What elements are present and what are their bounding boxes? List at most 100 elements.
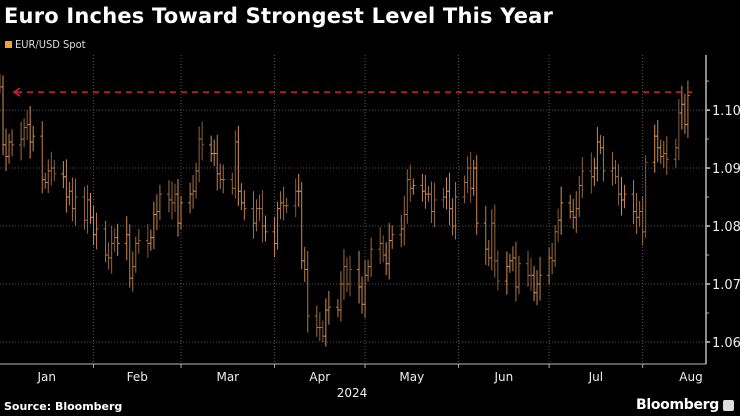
ohlc-bar bbox=[453, 181, 458, 240]
ohlc-bar bbox=[574, 191, 579, 233]
ohlc-bar bbox=[260, 190, 265, 243]
x-tick-label: Jan bbox=[37, 370, 57, 384]
ohlc-bar bbox=[338, 271, 343, 322]
ohlc-bar bbox=[10, 129, 15, 157]
ohlc-bar bbox=[43, 172, 48, 189]
ohlc-bar bbox=[432, 182, 437, 228]
x-tick-label: Aug bbox=[679, 370, 702, 384]
ohlc-bar bbox=[0, 74, 2, 94]
ohlc-bar bbox=[194, 162, 199, 199]
x-tick-label: Feb bbox=[127, 370, 148, 384]
ohlc-bar bbox=[556, 208, 561, 243]
ohlc-bar bbox=[420, 173, 425, 202]
ohlc-bar bbox=[550, 242, 555, 275]
ohlc-bar bbox=[254, 199, 259, 232]
ohlc-bar bbox=[532, 266, 537, 302]
ohlc-bar bbox=[31, 125, 36, 152]
ohlc-bar bbox=[577, 176, 582, 217]
ohlc-bar bbox=[133, 236, 138, 273]
ohlc-bar bbox=[610, 151, 615, 186]
ohlc-bar bbox=[239, 183, 244, 211]
y-tick-label: 1.09 bbox=[712, 162, 740, 177]
ohlc-bar bbox=[19, 121, 24, 161]
x-tick-label: Apr bbox=[309, 370, 330, 384]
legend: EUR/USD Spot bbox=[5, 38, 86, 51]
x-tick-label: May bbox=[399, 370, 424, 384]
ohlc-bar bbox=[471, 159, 476, 196]
ohlc-bar bbox=[154, 194, 159, 231]
ohlc-bar bbox=[67, 181, 72, 206]
ohlc-bar bbox=[169, 181, 174, 220]
ohlc-bar bbox=[61, 161, 66, 189]
legend-label: EUR/USD Spot bbox=[15, 38, 86, 51]
source-note: Source: Bloomberg bbox=[4, 400, 123, 413]
ohlc-bar bbox=[293, 178, 298, 218]
ohlc-bar bbox=[326, 290, 331, 325]
ohlc-bar bbox=[22, 118, 27, 148]
ohlc-bar bbox=[510, 246, 515, 272]
ohlc-bar bbox=[516, 255, 521, 295]
ohlc-bar bbox=[124, 216, 129, 261]
ohlc-bar bbox=[335, 299, 340, 318]
legend-swatch bbox=[5, 41, 12, 48]
ohlc-bar bbox=[197, 126, 202, 183]
ohlc-bar bbox=[387, 223, 392, 280]
ohlc-bar bbox=[7, 133, 12, 164]
ohlc-bar bbox=[91, 205, 96, 246]
ohlc-bar bbox=[323, 298, 328, 347]
ohlc-bar bbox=[682, 93, 687, 134]
ohlc-bar bbox=[233, 130, 238, 199]
ohlc-bar bbox=[281, 186, 286, 221]
ohlc-bar bbox=[145, 224, 150, 259]
ohlc-bar bbox=[157, 184, 162, 220]
ohlc-bar bbox=[492, 204, 497, 278]
ohlc-bar bbox=[601, 136, 606, 182]
ohlc-bar bbox=[571, 198, 576, 229]
ohlc-bar bbox=[673, 138, 678, 168]
ohlc-bar bbox=[94, 212, 99, 250]
ohlc-bar bbox=[112, 228, 117, 252]
ohlc-bar bbox=[381, 235, 386, 263]
ohlc-bar bbox=[513, 241, 518, 302]
ohlc-bar bbox=[598, 135, 603, 155]
ohlc-bar bbox=[136, 228, 141, 254]
ohlc-bar bbox=[525, 250, 530, 287]
ohlc-bar bbox=[423, 175, 428, 209]
ohlc-bar bbox=[643, 155, 648, 239]
ohlc-bar bbox=[344, 257, 349, 293]
ohlc-bar bbox=[191, 175, 196, 209]
ohlc-bar bbox=[103, 220, 108, 263]
ohlc-bar bbox=[634, 192, 639, 235]
ohlc-bar bbox=[486, 239, 491, 267]
ohlc-bar bbox=[366, 259, 371, 282]
bloomberg-logo: Bloomberg bbox=[636, 397, 734, 413]
ohlc-bar bbox=[429, 181, 434, 224]
ohlc-bar bbox=[73, 178, 78, 226]
ohlc-bar bbox=[106, 242, 111, 270]
ohlc-bar bbox=[384, 242, 389, 276]
ohlc-bar bbox=[115, 223, 120, 256]
ohlc-bar bbox=[378, 227, 383, 264]
chart-title: Euro Inches Toward Strongest Level This … bbox=[4, 4, 554, 28]
bloomberg-chart-icon bbox=[723, 399, 734, 411]
ohlc-bar bbox=[589, 152, 594, 194]
ohlc-bar bbox=[676, 99, 681, 161]
ohlc-bar bbox=[179, 195, 184, 230]
ohlc-bar bbox=[664, 136, 669, 176]
ohlc-bar bbox=[148, 229, 153, 251]
ohlc-bar bbox=[402, 195, 407, 246]
ohlc-bar bbox=[580, 157, 585, 198]
ohlc-bar bbox=[468, 151, 473, 203]
ohlc-bar bbox=[46, 159, 51, 193]
ohlc-bar bbox=[64, 159, 69, 213]
ohlc-bar bbox=[408, 164, 413, 202]
ohlc-bar bbox=[495, 250, 500, 291]
ohlc-bar bbox=[242, 190, 247, 221]
ohlc-bar bbox=[263, 215, 268, 242]
y-tick-label: 1.08 bbox=[712, 220, 740, 235]
ohlc-bar bbox=[130, 251, 135, 292]
ohlc-bar bbox=[535, 270, 540, 306]
y-tick-label: 1.06 bbox=[712, 336, 740, 351]
arrow-left-icon bbox=[12, 87, 21, 97]
ohlc-bar bbox=[218, 163, 223, 190]
